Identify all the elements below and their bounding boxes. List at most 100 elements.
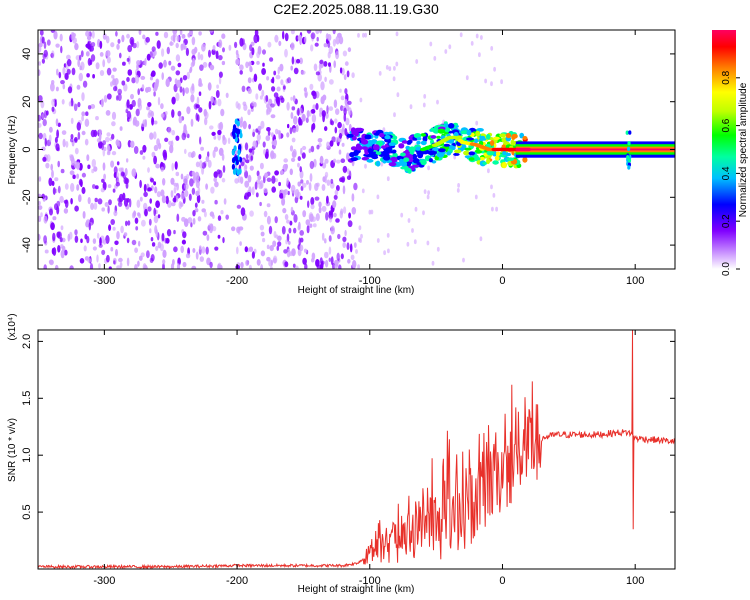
noise-speckle <box>184 182 189 190</box>
noise-speckle <box>152 87 158 92</box>
noise-speckle <box>59 237 63 243</box>
noise-speckle <box>290 206 294 213</box>
noise-speckle <box>92 246 97 251</box>
noise-speckle <box>275 74 281 80</box>
noise-speckle <box>84 138 89 146</box>
noise-speckle <box>116 43 120 50</box>
noise-speckle <box>431 260 435 266</box>
noise-speckle <box>133 210 137 217</box>
noise-speckle <box>94 197 98 203</box>
noise-speckle <box>153 144 159 152</box>
noise-speckle <box>116 231 120 240</box>
carrier-blob <box>416 137 422 141</box>
noise-speckle <box>55 86 59 92</box>
noise-speckle <box>64 72 69 80</box>
noise-speckle <box>175 135 180 141</box>
noise-speckle <box>192 248 196 253</box>
noise-speckle <box>247 174 252 183</box>
noise-speckle <box>274 216 278 224</box>
burst-speckle <box>237 149 241 156</box>
noise-speckle <box>211 49 216 55</box>
noise-speckle <box>342 236 347 242</box>
noise-speckle <box>86 35 92 41</box>
carrier-blob <box>438 148 446 153</box>
carrier-blob <box>360 137 366 142</box>
noise-speckle <box>260 250 266 257</box>
noise-speckle <box>160 166 164 172</box>
carrier-blob <box>448 123 455 129</box>
noise-speckle <box>361 188 365 194</box>
y-tick-label: 1.5 <box>21 391 33 406</box>
noise-speckle <box>155 163 161 169</box>
noise-speckle <box>347 47 352 53</box>
noise-speckle <box>166 46 170 55</box>
carrier-blob <box>364 151 369 155</box>
spike-blob <box>628 130 632 135</box>
noise-speckle <box>217 55 223 61</box>
noise-speckle <box>92 74 95 79</box>
noise-speckle <box>76 184 80 191</box>
noise-speckle <box>151 70 156 77</box>
colorbar-ticks: 0.0 0.2 0.4 0.6 0.8 <box>721 70 740 276</box>
noise-speckle <box>85 30 90 37</box>
noise-speckle <box>147 187 153 192</box>
carrier-blob <box>432 147 440 152</box>
noise-speckle <box>64 183 69 190</box>
noise-speckle <box>310 109 316 114</box>
noise-speckle <box>324 238 327 244</box>
noise-speckle <box>171 162 174 172</box>
noise-speckle <box>46 154 51 163</box>
noise-speckle <box>396 92 400 98</box>
noise-speckle <box>111 111 117 120</box>
noise-speckle <box>324 251 329 259</box>
noise-speckle <box>205 246 209 255</box>
noise-speckle <box>213 177 217 182</box>
noise-speckle <box>257 175 262 181</box>
noise-speckle <box>304 36 307 44</box>
noise-speckle <box>60 45 63 54</box>
carrier-blob <box>468 157 475 161</box>
noise-speckle <box>339 210 343 219</box>
noise-speckle <box>333 60 337 68</box>
noise-speckle <box>90 129 96 138</box>
noise-speckle <box>204 117 208 126</box>
noise-speckle <box>38 205 43 210</box>
noise-speckle <box>166 229 172 237</box>
x-tick-label: 0 <box>499 275 505 287</box>
noise-speckle <box>54 264 59 269</box>
noise-speckle <box>126 237 130 244</box>
carrier-blob <box>349 152 355 158</box>
noise-speckle <box>385 65 389 70</box>
noise-speckle <box>188 193 192 201</box>
noise-speckle <box>162 249 167 258</box>
carrier-blob <box>404 149 409 156</box>
noise-speckle <box>133 146 139 154</box>
carrier-blob <box>493 136 500 140</box>
noise-speckle <box>346 70 350 78</box>
carrier-blob <box>430 127 435 132</box>
noise-speckle <box>51 180 55 186</box>
noise-speckle <box>69 170 75 176</box>
noise-speckle <box>484 78 487 84</box>
noise-speckle <box>288 181 291 190</box>
noise-speckle <box>328 210 333 216</box>
noise-speckle <box>287 190 290 196</box>
carrier-blob <box>485 133 491 140</box>
noise-speckle <box>239 70 243 75</box>
colorbar-label: Normalized spectral amplitude <box>738 82 749 217</box>
noise-speckle <box>182 75 188 81</box>
noise-speckle <box>160 103 164 110</box>
noise-speckle <box>330 256 334 266</box>
noise-speckle <box>337 121 342 129</box>
noise-speckle <box>102 162 106 171</box>
noise-speckle <box>100 187 105 193</box>
noise-speckle <box>352 260 357 269</box>
noise-speckle <box>147 102 152 107</box>
noise-speckle <box>220 108 225 117</box>
noise-speckle <box>165 195 169 205</box>
noise-speckle <box>116 172 120 179</box>
spectrogram-carrier <box>346 121 675 174</box>
noise-speckle <box>134 74 140 84</box>
noise-speckle <box>82 211 86 219</box>
carrier-blob <box>494 155 500 161</box>
